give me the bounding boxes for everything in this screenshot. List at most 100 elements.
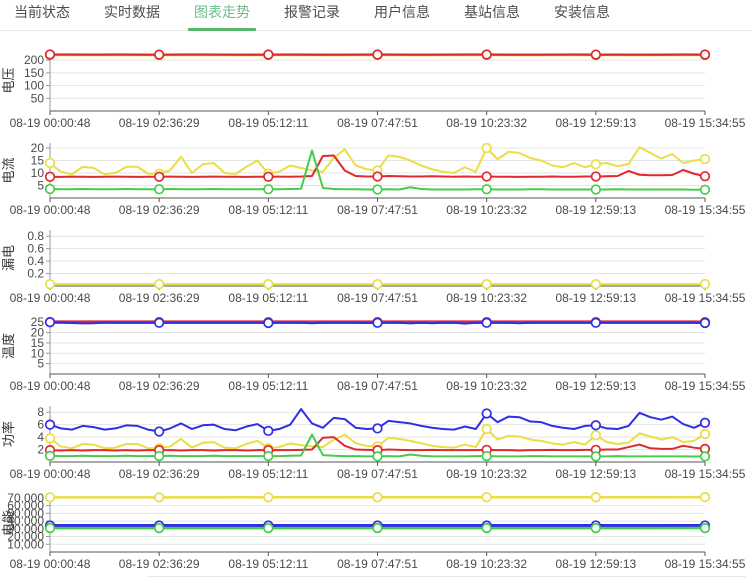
energy-marker-yellow[interactable] [154,492,165,503]
x-tick-label: 08-19 15:34:55 [665,291,746,305]
current-marker-green[interactable] [263,184,274,195]
energy-marker-green[interactable] [154,522,165,534]
voltage-marker-red[interactable] [263,49,274,60]
power-marker-green[interactable] [44,450,56,461]
power-marker-blue[interactable] [263,425,274,437]
current-marker-green[interactable] [44,183,56,195]
energy-marker-green[interactable] [44,522,56,534]
y-tick-label: 60,000 [7,499,44,513]
chart-temperature[interactable]: 温度 5 10 15 20 25 08-19 00:00:48 08-19 02:36:29 0… [0,315,752,395]
current-marker-green[interactable] [481,184,492,195]
y-tick-label: 50 [31,91,45,105]
temperature-marker-blue[interactable] [699,317,711,329]
power-marker-yellow[interactable] [590,430,601,441]
tab-6[interactable]: 安装信息 [554,4,610,20]
temperature-marker-blue[interactable] [263,317,274,329]
temperature-marker-blue[interactable] [44,316,56,328]
power-marker-blue[interactable] [154,426,165,437]
current-marker-green[interactable] [372,184,383,195]
current-marker-red[interactable] [372,171,383,182]
tab-4[interactable]: 用户信息 [374,4,430,20]
chart-leakage[interactable]: 漏电 0.2 0.4 0.6 0.8 08-19 00:00:48 08-19 02:36:… [0,227,752,307]
current-marker-red[interactable] [154,171,165,182]
chart-power[interactable]: 功率 2 4 6 8 08-19 00:00:48 08-19 02:36:29 08-19 … [0,403,752,483]
current-marker-red[interactable] [263,171,274,182]
leakage-plot[interactable]: 漏电 0.20.40.60.8 08-19 00:00:48 08-19 02:36:… [0,227,752,307]
tab-1[interactable]: 实时数据 [104,4,160,20]
power-marker-blue[interactable] [590,420,601,431]
chart-current[interactable]: 电流 5 10 15 20 08-19 00:00:48 08-19 02:36:29 08-… [0,140,752,219]
tab-3[interactable]: 报警记录 [284,4,340,20]
voltage-marker-red[interactable] [372,49,383,60]
chart-voltage[interactable]: 电压 50 100 150 200 08-19 00:00:48 08-19 02:36:2… [0,47,752,132]
power-marker-green[interactable] [481,450,492,462]
leakage-marker-yellow[interactable] [263,278,274,290]
power-marker-yellow[interactable] [44,433,56,444]
current-marker-yellow[interactable] [481,142,492,154]
leakage-marker-yellow[interactable] [44,278,56,290]
voltage-marker-red[interactable] [590,49,601,60]
current-marker-red[interactable] [481,171,492,182]
energy-marker-green[interactable] [590,522,601,534]
power-marker-green[interactable] [699,451,711,462]
energy-marker-green[interactable] [263,522,274,534]
power-marker-green[interactable] [263,450,274,462]
current-marker-green[interactable] [699,184,711,195]
x-tick-label: 08-19 12:59:13 [555,203,636,217]
leakage-marker-yellow[interactable] [372,278,383,290]
energy-marker-yellow[interactable] [44,492,56,503]
chart-energy[interactable]: 电能 10,000 20,000 30,000 40,000 50,000 60,000 70… [0,491,752,573]
temperature-marker-blue[interactable] [372,317,383,328]
current-marker-green[interactable] [590,184,601,195]
current-marker-yellow[interactable] [44,157,56,169]
current-marker-red[interactable] [699,171,711,182]
energy-marker-green[interactable] [481,522,492,534]
tab-2[interactable]: 图表走势 [188,0,256,31]
current-marker-yellow[interactable] [699,153,711,165]
current-marker-green[interactable] [154,184,165,195]
voltage-marker-red[interactable] [154,49,165,60]
leakage-marker-yellow[interactable] [590,278,601,290]
power-marker-yellow[interactable] [481,423,492,435]
energy-marker-green[interactable] [699,522,711,534]
power-marker-green[interactable] [154,450,165,462]
x-tick-label: 08-19 12:59:13 [555,557,636,571]
temperature-marker-blue[interactable] [481,317,492,328]
power-marker-blue[interactable] [44,419,56,430]
energy-marker-yellow[interactable] [699,492,711,503]
temperature-marker-blue[interactable] [154,317,165,328]
energy-marker-yellow[interactable] [481,492,492,503]
voltage-marker-red[interactable] [481,49,492,60]
power-marker-green[interactable] [590,451,601,462]
x-tick-label: 08-19 15:34:55 [665,467,746,481]
voltage-marker-red[interactable] [699,49,711,60]
energy-marker-yellow[interactable] [372,492,383,503]
x-tick-label: 08-19 05:12:11 [228,116,308,130]
leakage-marker-yellow[interactable] [154,278,165,290]
tab-5[interactable]: 基站信息 [464,4,520,20]
power-marker-blue[interactable] [699,417,711,428]
energy-plot[interactable]: 电能10,00020,00030,00040,00050,00060,00070… [0,491,752,573]
current-marker-red[interactable] [590,171,601,182]
power-marker-blue[interactable] [481,408,492,419]
temperature-marker-blue[interactable] [590,317,601,328]
energy-marker-yellow[interactable] [263,492,274,503]
x-tick-label: 08-19 12:59:13 [555,379,636,393]
leakage-marker-yellow[interactable] [481,278,492,290]
power-marker-yellow[interactable] [699,428,711,440]
power-marker-blue[interactable] [372,423,383,434]
x-tick-label: 08-19 00:00:48 [10,557,91,571]
tab-0[interactable]: 当前状态 [14,4,70,20]
leakage-marker-yellow[interactable] [699,278,711,290]
energy-marker-yellow[interactable] [590,492,601,503]
energy-marker-green[interactable] [372,522,383,534]
voltage-marker-red[interactable] [44,49,56,60]
current-marker-yellow[interactable] [590,159,601,170]
power-marker-green[interactable] [372,451,383,462]
current-marker-red[interactable] [44,171,56,182]
y-tick-label: 0.8 [27,229,44,243]
